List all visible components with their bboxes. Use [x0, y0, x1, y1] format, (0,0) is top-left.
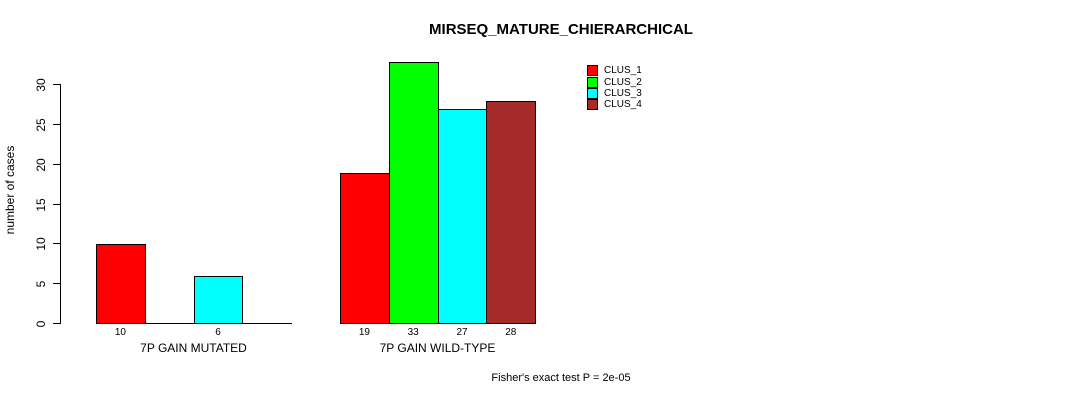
bar-value-label: 19 — [358, 327, 370, 338]
fisher-test-annotation: Fisher's exact test P = 2e-05 — [491, 372, 631, 384]
legend-item-clus_3: CLUS_3 — [587, 87, 642, 99]
legend-label: CLUS_1 — [604, 65, 642, 77]
y-axis-tick-label: 15 — [34, 197, 48, 212]
bar-clus_1-group2 — [340, 173, 390, 324]
bar-clus_1-group1 — [96, 244, 146, 324]
bar-value-label: 33 — [407, 327, 419, 338]
bar-clus_2-group2 — [389, 62, 439, 324]
y-axis-tick — [53, 84, 60, 85]
y-axis-tick — [53, 283, 60, 284]
y-axis-tick — [53, 204, 60, 205]
group-label: 7P GAIN MUTATED — [140, 341, 247, 355]
y-axis-tick — [53, 243, 60, 244]
y-axis-line — [60, 84, 61, 324]
y-axis-label: number of cases — [3, 145, 17, 235]
legend: CLUS_1 CLUS_2 CLUS_3 CLUS_4 — [587, 65, 642, 111]
legend-swatch-clus_1 — [587, 65, 598, 77]
bar-value-label: 6 — [215, 327, 221, 338]
legend-swatch-clus_2 — [587, 76, 598, 88]
bar-clus_3-group1 — [194, 276, 243, 324]
y-axis-tick-label: 10 — [34, 236, 48, 251]
chart-title: MIRSEQ_MATURE_CHIERARCHICAL — [429, 21, 693, 38]
legend-swatch-clus_4 — [587, 99, 598, 111]
y-axis-tick — [53, 164, 60, 165]
bar-clus_3-group2 — [438, 109, 487, 324]
y-axis-tick-label: 20 — [34, 157, 48, 172]
y-axis-tick — [53, 323, 60, 324]
y-axis-tick-label: 0 — [34, 320, 48, 327]
legend-label: CLUS_3 — [604, 87, 642, 99]
legend-item-clus_1: CLUS_1 — [587, 65, 642, 77]
bar-value-label: 28 — [505, 327, 517, 338]
bar-value-label: 10 — [114, 327, 126, 338]
y-axis-tick — [53, 124, 60, 125]
y-axis-tick-label: 25 — [34, 117, 48, 132]
bar-value-label: 27 — [456, 327, 468, 338]
legend-label: CLUS_2 — [604, 76, 642, 88]
y-axis-tick-label: 5 — [34, 280, 48, 287]
group-label: 7P GAIN WILD-TYPE — [379, 341, 496, 355]
legend-item-clus_4: CLUS_4 — [587, 99, 642, 111]
y-axis-tick-label: 30 — [34, 77, 48, 92]
bar-clus_4-group2 — [486, 101, 536, 324]
legend-item-clus_2: CLUS_2 — [587, 76, 642, 88]
legend-label: CLUS_4 — [604, 99, 642, 111]
legend-swatch-clus_3 — [587, 87, 598, 99]
